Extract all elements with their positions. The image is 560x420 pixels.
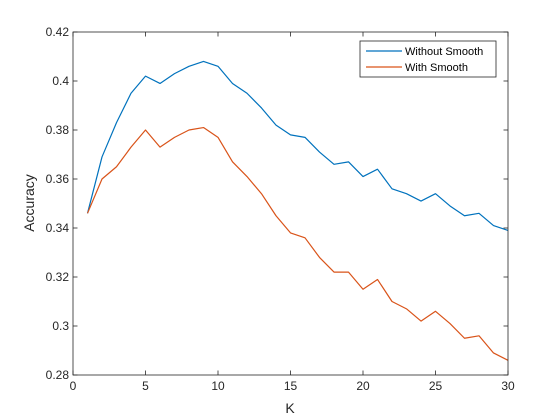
x-tick-label: 10 <box>211 379 225 393</box>
y-tick-label: 0.28 <box>46 368 70 382</box>
y-axis-label: Accuracy <box>21 174 37 232</box>
y-tick-label: 0.3 <box>52 319 69 333</box>
x-tick-label: 25 <box>429 379 443 393</box>
legend-label-2: With Smooth <box>405 62 468 74</box>
axes-layer: 0 5 10 15 20 25 30 0.28 0.3 0.32 0.34 0.36 0.38 0.4 0.… <box>46 25 515 393</box>
y-tick-label: 0.42 <box>46 25 70 39</box>
y-tick-label: 0.4 <box>52 74 69 88</box>
series-line-1 <box>86 60 509 232</box>
y-tick-label: 0.38 <box>46 123 70 137</box>
legend: Without Smooth With Smooth <box>359 40 497 78</box>
x-tick-label: 15 <box>284 379 298 393</box>
x-tick-label: 0 <box>70 379 77 393</box>
x-tick-label: 30 <box>501 379 515 393</box>
legend-label-1: Without Smooth <box>405 46 483 58</box>
y-tick-label: 0.36 <box>46 172 70 186</box>
x-axis-label: K <box>285 400 295 416</box>
legend-box <box>359 40 497 78</box>
y-tick-label: 0.34 <box>46 221 70 235</box>
x-tick-label: 5 <box>142 379 149 393</box>
plot-layer <box>86 60 509 361</box>
x-tick-label: 20 <box>356 379 370 393</box>
y-tick-label: 0.32 <box>46 270 70 284</box>
series-line-2 <box>86 126 509 361</box>
